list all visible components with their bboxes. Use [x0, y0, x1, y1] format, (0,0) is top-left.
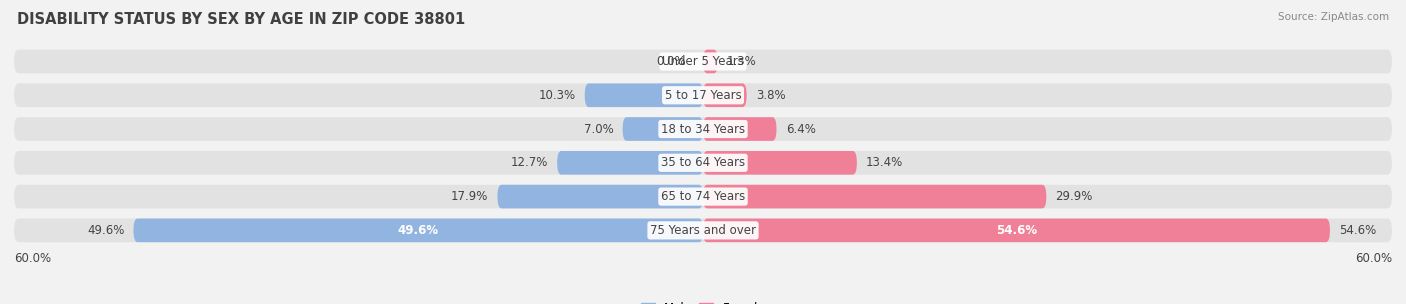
FancyBboxPatch shape	[703, 219, 1330, 242]
FancyBboxPatch shape	[703, 151, 856, 174]
FancyBboxPatch shape	[623, 117, 703, 141]
FancyBboxPatch shape	[14, 185, 1392, 209]
Text: 6.4%: 6.4%	[786, 123, 815, 136]
FancyBboxPatch shape	[703, 50, 718, 73]
Text: 65 to 74 Years: 65 to 74 Years	[661, 190, 745, 203]
Text: 5 to 17 Years: 5 to 17 Years	[665, 89, 741, 102]
FancyBboxPatch shape	[703, 83, 747, 107]
Text: 12.7%: 12.7%	[510, 156, 548, 169]
Text: 17.9%: 17.9%	[451, 190, 488, 203]
FancyBboxPatch shape	[14, 151, 1392, 174]
Text: 54.6%: 54.6%	[1339, 224, 1376, 237]
FancyBboxPatch shape	[14, 219, 1392, 242]
Text: 18 to 34 Years: 18 to 34 Years	[661, 123, 745, 136]
Text: 35 to 64 Years: 35 to 64 Years	[661, 156, 745, 169]
Text: 13.4%: 13.4%	[866, 156, 903, 169]
FancyBboxPatch shape	[498, 185, 703, 209]
Text: Under 5 Years: Under 5 Years	[662, 55, 744, 68]
Text: 1.3%: 1.3%	[727, 55, 756, 68]
Text: 3.8%: 3.8%	[756, 89, 786, 102]
FancyBboxPatch shape	[703, 117, 776, 141]
Text: DISABILITY STATUS BY SEX BY AGE IN ZIP CODE 38801: DISABILITY STATUS BY SEX BY AGE IN ZIP C…	[17, 12, 465, 27]
Text: 60.0%: 60.0%	[14, 252, 51, 265]
FancyBboxPatch shape	[703, 185, 1046, 209]
Text: Source: ZipAtlas.com: Source: ZipAtlas.com	[1278, 12, 1389, 22]
FancyBboxPatch shape	[14, 83, 1392, 107]
Text: 0.0%: 0.0%	[657, 55, 686, 68]
Text: 29.9%: 29.9%	[1056, 190, 1092, 203]
Text: 49.6%: 49.6%	[87, 224, 124, 237]
Text: 54.6%: 54.6%	[995, 224, 1038, 237]
Text: 10.3%: 10.3%	[538, 89, 575, 102]
Text: 49.6%: 49.6%	[398, 224, 439, 237]
FancyBboxPatch shape	[557, 151, 703, 174]
FancyBboxPatch shape	[14, 117, 1392, 141]
Legend: Male, Female: Male, Female	[641, 302, 765, 304]
FancyBboxPatch shape	[14, 50, 1392, 73]
Text: 60.0%: 60.0%	[1355, 252, 1392, 265]
FancyBboxPatch shape	[585, 83, 703, 107]
Text: 7.0%: 7.0%	[583, 123, 613, 136]
FancyBboxPatch shape	[134, 219, 703, 242]
Text: 75 Years and over: 75 Years and over	[650, 224, 756, 237]
